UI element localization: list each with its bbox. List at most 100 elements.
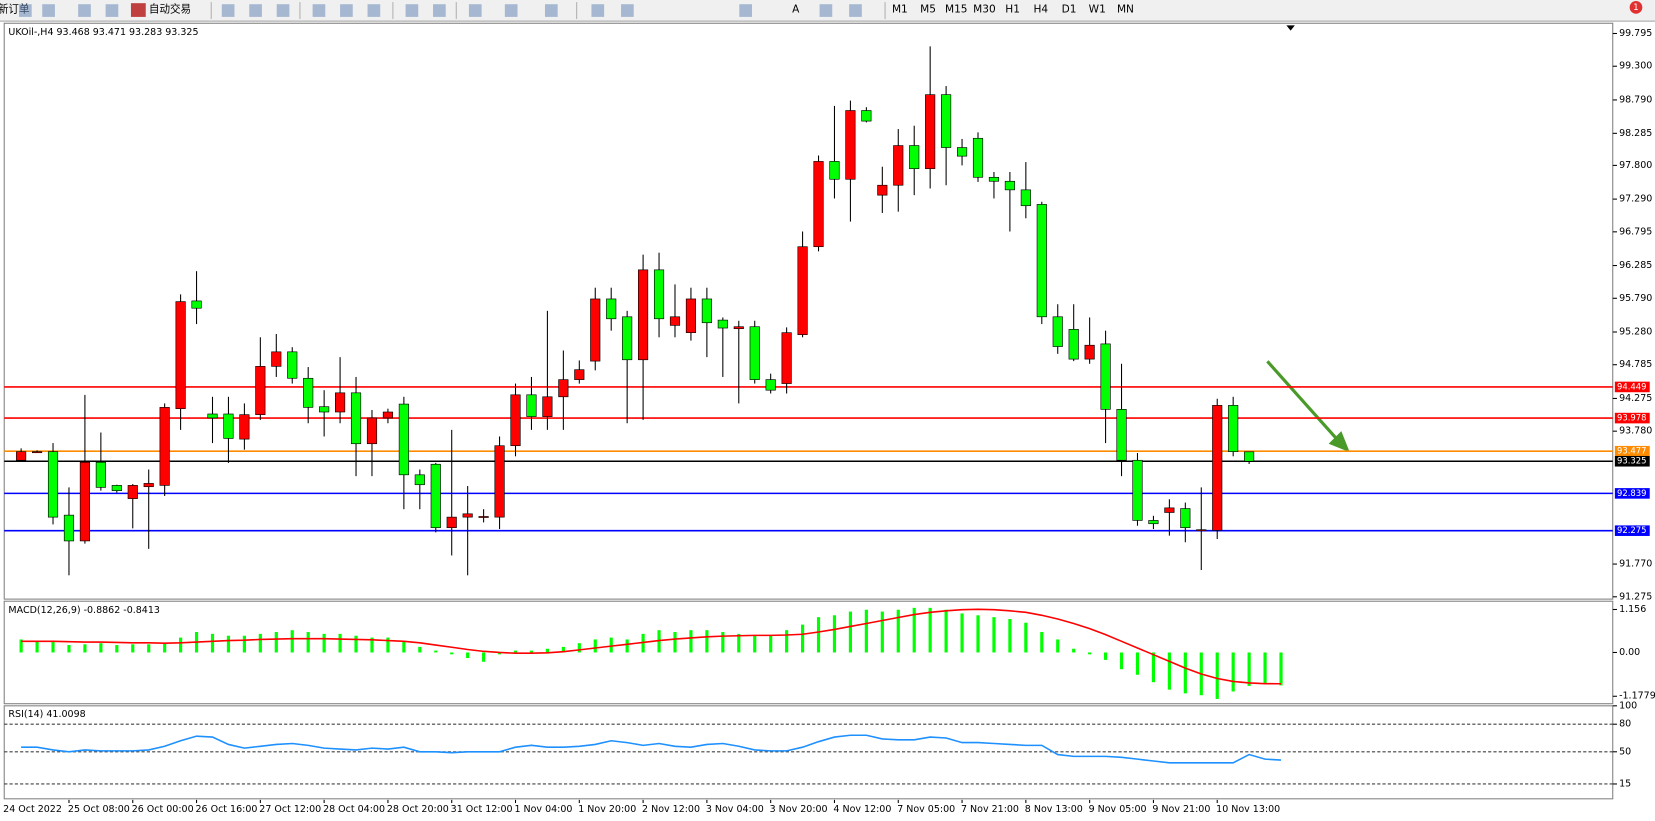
timeframe-button[interactable]: H4	[1034, 4, 1049, 16]
candle-body	[701, 298, 712, 324]
candle-body	[303, 377, 314, 408]
candle-body	[510, 394, 521, 447]
candle-body	[1020, 189, 1031, 207]
candle-body	[749, 326, 760, 380]
text-tool[interactable]: A	[792, 4, 800, 16]
x-tick-label: 7 Nov 05:00	[897, 804, 955, 815]
auto-trade-button[interactable]: 自动交易	[149, 3, 191, 16]
x-tick-label: 8 Nov 13:00	[1025, 804, 1083, 815]
candle-body	[877, 184, 888, 196]
timeframe-button[interactable]: H1	[1005, 4, 1020, 16]
y-tick-label: 95.790	[1619, 293, 1652, 304]
price-tag-bg	[1614, 525, 1650, 536]
toolbar-icon[interactable]	[78, 4, 91, 17]
candle-body	[526, 394, 537, 417]
toolbar-icon[interactable]	[367, 4, 381, 17]
candle-body	[79, 461, 90, 542]
price-tag: 94.449	[1617, 381, 1647, 391]
candle-body	[462, 513, 473, 518]
annotation-arrow	[1266, 360, 1341, 443]
candle-body	[47, 451, 59, 518]
candle-body	[988, 176, 1000, 182]
candle-body	[32, 451, 43, 454]
candle-body	[733, 326, 744, 330]
candle-body	[366, 417, 378, 445]
price-tag-bg	[1614, 412, 1650, 424]
candle-body	[1164, 507, 1175, 513]
candle-body	[1212, 405, 1223, 531]
x-tick-label: 31 Oct 12:00	[451, 804, 513, 815]
toolbar-icon[interactable]	[42, 4, 55, 17]
timeframe-button[interactable]: M5	[920, 4, 936, 16]
candle-body	[398, 403, 409, 476]
candle-body	[1100, 343, 1111, 410]
toolbar-icon[interactable]	[849, 4, 862, 17]
candle-body	[685, 298, 697, 333]
candle-body	[1228, 405, 1239, 452]
candle-body	[1148, 520, 1159, 525]
x-tick-label: 10 Nov 13:00	[1216, 804, 1280, 815]
toolbar-icon[interactable]	[468, 4, 482, 17]
y-tick-label: -1.1779	[1619, 691, 1655, 702]
toolbar-icon[interactable]	[276, 4, 290, 17]
toolbar-icon[interactable]	[544, 4, 558, 17]
price-tag: 93.477	[1617, 446, 1647, 456]
toolbar-icon[interactable]	[221, 4, 235, 17]
y-tick-label: 50	[1619, 746, 1631, 757]
candle-body	[653, 269, 665, 320]
timeframe-button[interactable]: M1	[892, 4, 908, 16]
price-tag-bg	[1614, 455, 1650, 467]
price-tag: 93.325	[1617, 456, 1647, 466]
x-tick-label: 4 Nov 12:00	[833, 804, 891, 815]
candle-body	[1004, 180, 1015, 191]
price-tag-bg	[1614, 488, 1650, 499]
candle-body	[175, 301, 186, 410]
toolbar-icon[interactable]	[819, 4, 833, 17]
x-tick-label: 9 Nov 05:00	[1089, 804, 1147, 815]
toolbar-icon[interactable]	[249, 4, 262, 17]
toolbar-icon[interactable]	[340, 4, 353, 17]
candle-body	[1244, 451, 1255, 462]
candle-body	[159, 407, 170, 486]
candle-body	[63, 514, 75, 542]
toolbar-icon[interactable]	[405, 4, 419, 17]
y-tick-label: 93.780	[1619, 426, 1652, 437]
timeframe-button[interactable]: M30	[973, 4, 996, 16]
x-start-label: 24 Oct 2022	[3, 804, 62, 815]
y-tick-label: 96.285	[1619, 260, 1652, 271]
auto-trade-icon	[130, 3, 146, 17]
timeframe-button[interactable]: W1	[1089, 4, 1106, 16]
toolbar-icon[interactable]	[312, 4, 326, 17]
notification-count: 1	[1633, 2, 1638, 12]
candle-body	[287, 351, 298, 379]
chart-header: UKOil-,H4 93.468 93.471 93.283 93.325	[8, 27, 198, 38]
toolbar-icon[interactable]	[504, 4, 518, 17]
candle-body	[335, 392, 346, 413]
timeframe-button[interactable]: D1	[1062, 4, 1077, 16]
toolbar-icon[interactable]	[739, 4, 752, 17]
y-tick-label: 91.770	[1619, 559, 1652, 570]
toolbar-icon[interactable]	[591, 4, 605, 17]
y-tick-label: 94.275	[1619, 393, 1652, 404]
candle-body	[414, 474, 425, 486]
price-tag: 93.978	[1617, 413, 1647, 423]
toolbar-icon[interactable]	[19, 4, 32, 17]
notification-badge[interactable]	[1629, 1, 1643, 14]
candle-body	[1084, 344, 1095, 360]
candle-body	[350, 392, 362, 445]
toolbar-icon[interactable]	[621, 4, 634, 17]
price-tag-bg	[1614, 445, 1650, 457]
x-tick-label: 7 Nov 21:00	[961, 804, 1019, 815]
candle-body	[558, 379, 569, 398]
toolbar-icon[interactable]	[105, 4, 119, 17]
candle-body	[893, 145, 904, 186]
timeframe-button[interactable]: MN	[1117, 4, 1134, 16]
y-tick-label: 96.795	[1619, 226, 1652, 237]
y-tick-label: 15	[1619, 778, 1631, 789]
timeframe-button[interactable]: M15	[945, 4, 968, 16]
rsi-title: RSI(14) 41.0098	[8, 709, 85, 720]
toolbar-icon[interactable]	[433, 4, 446, 17]
candle-body	[1116, 409, 1127, 461]
